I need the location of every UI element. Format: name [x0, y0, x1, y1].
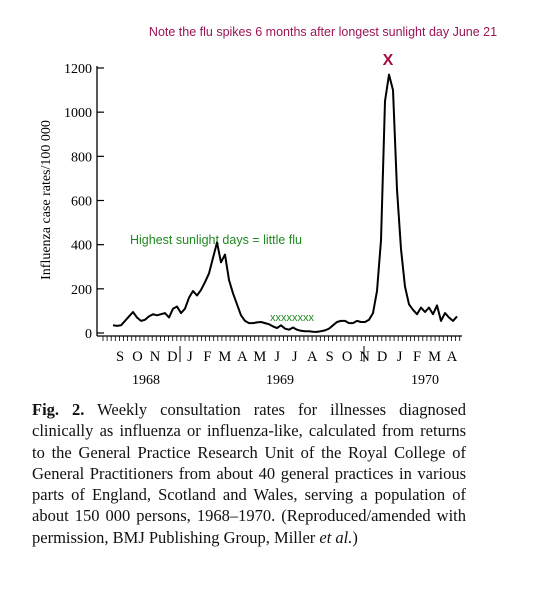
x-tick-label: F	[413, 349, 421, 365]
x-tick-label: A	[447, 349, 458, 365]
x-tick-label: J	[187, 349, 193, 365]
year-label: 1969	[266, 373, 294, 388]
x-tick-label: O	[132, 349, 142, 365]
peak-marker: X	[383, 52, 394, 69]
caption-end: )	[352, 527, 358, 547]
caption: Fig. 2. Weekly consultation rates for il…	[32, 399, 466, 548]
year-label: 1968	[132, 373, 160, 388]
x-tick-label: J	[274, 349, 280, 365]
y-tick-label: 800	[71, 150, 92, 165]
annotation: Highest sunlight days = little flu	[130, 233, 302, 247]
x-tick-label: M	[253, 349, 266, 365]
y-tick-label: 0	[85, 327, 92, 342]
x-tick-label: F	[203, 349, 211, 365]
x-tick-label: A	[237, 349, 248, 365]
x-tick-label: J	[292, 349, 298, 365]
y-tick-label: 1000	[64, 106, 92, 121]
low-marker: xxxxxxxx	[270, 312, 315, 324]
y-tick-label: 1200	[64, 62, 92, 77]
x-tick-label: D	[167, 349, 177, 365]
y-tick-label: 400	[71, 239, 92, 254]
caption-text: Weekly consultation rates for illnesses …	[32, 400, 467, 547]
x-tick-label: S	[326, 349, 334, 365]
x-tick-label: S	[116, 349, 124, 365]
year-label: 1970	[411, 373, 439, 388]
y-axis-label: Influenza case rates/100 000	[39, 120, 54, 280]
x-tick-label: M	[218, 349, 231, 365]
x-tick-label: N	[359, 349, 370, 365]
x-tick-label: A	[307, 349, 318, 365]
y-tick-label: 200	[71, 283, 92, 298]
data-line	[112, 73, 458, 333]
x-tick-label: M	[428, 349, 441, 365]
x-tick-label: D	[377, 349, 387, 365]
y-tick-label: 600	[71, 195, 92, 210]
caption-italic: et al.	[319, 527, 353, 547]
caption-label: Fig. 2.	[32, 400, 85, 419]
x-tick-label: J	[397, 349, 403, 365]
x-tick-label: O	[342, 349, 352, 365]
x-tick-label: N	[150, 349, 161, 365]
note: Note the flu spikes 6 months after longe…	[149, 25, 497, 39]
chart: Note the flu spikes 6 months after longe…	[39, 25, 497, 388]
